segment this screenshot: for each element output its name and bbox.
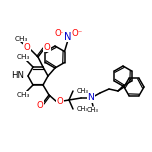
Text: CH₃: CH₃ xyxy=(77,106,89,112)
Text: O: O xyxy=(24,43,30,52)
Text: CH₃: CH₃ xyxy=(87,107,99,113)
Text: N: N xyxy=(88,93,94,102)
Text: O: O xyxy=(37,100,43,109)
Text: O: O xyxy=(57,97,63,107)
Text: CH₃: CH₃ xyxy=(14,36,28,42)
Text: CH₃: CH₃ xyxy=(16,54,30,60)
Text: O⁻: O⁻ xyxy=(72,29,83,38)
Text: O: O xyxy=(44,43,50,52)
Text: N: N xyxy=(64,31,71,41)
Text: HN: HN xyxy=(11,71,24,79)
Text: methyl: methyl xyxy=(13,37,29,41)
Text: CH₃: CH₃ xyxy=(77,88,89,94)
Text: O·: O· xyxy=(55,29,64,38)
Text: CH₃: CH₃ xyxy=(16,92,30,98)
